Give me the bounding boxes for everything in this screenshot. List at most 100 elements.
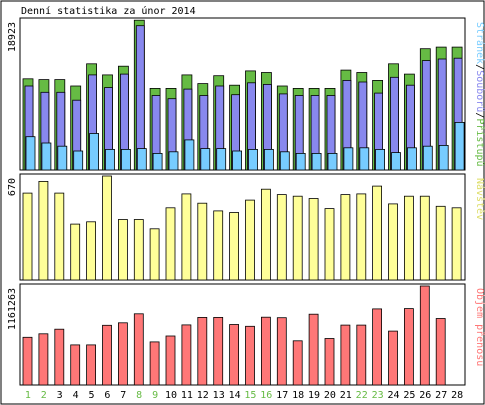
bar-pages [136, 148, 147, 171]
bar-volume [229, 324, 240, 386]
x-tick-label: 27 [435, 390, 447, 401]
bar-volume [356, 324, 367, 386]
bar-volume [292, 340, 303, 386]
bar-volume [165, 335, 176, 386]
bar-pages [168, 151, 179, 171]
bar-visits [165, 207, 176, 281]
legend-entry: Objem přenosu [474, 288, 485, 366]
bar-pages [184, 139, 195, 171]
bar-visits [213, 210, 224, 281]
bar-pages [422, 145, 433, 171]
bar-pages [375, 148, 386, 171]
panel-traffic: 18923 Stránek/Souborů/Přístupů [7, 17, 485, 171]
bar-visits [308, 198, 319, 281]
bar-volume [102, 324, 112, 386]
panel-max-label: 1161263 [7, 288, 18, 330]
x-tick-label: 15 [244, 390, 256, 401]
bar-visits [54, 192, 65, 281]
legend-entry: Stránek [474, 22, 485, 64]
bar-pages [200, 148, 211, 171]
x-tick-label: 22 [356, 390, 368, 401]
bar-pages [121, 148, 131, 171]
bar-pages [295, 152, 306, 171]
bar-visits [102, 175, 112, 281]
bar-pages [25, 136, 36, 171]
bar-visits [435, 205, 446, 281]
x-tick-label: 17 [276, 390, 288, 401]
x-tick-label: 7 [120, 390, 126, 401]
bar-volume [435, 318, 446, 386]
x-tick-label: 18 [292, 390, 304, 401]
bar-volume [403, 308, 414, 386]
bar-visits [419, 195, 430, 281]
bar-visits [149, 228, 160, 281]
bar-volume [86, 344, 96, 386]
panel-legend: Návštěv [474, 178, 485, 220]
bar-pages [391, 152, 401, 171]
legend-entry: Přístupů [474, 118, 485, 166]
bar-volume [324, 338, 335, 386]
x-tick-label: 26 [419, 390, 431, 401]
bar-volume [118, 322, 128, 386]
bar-pages [216, 148, 227, 171]
bar-pages [152, 152, 163, 171]
bar-volume [340, 324, 351, 386]
bar-visits [22, 192, 33, 281]
bar-volume [181, 324, 192, 386]
bar-pages [263, 148, 274, 171]
x-tick-label: 5 [88, 390, 94, 401]
bar-pages [248, 148, 258, 171]
x-tick-label: 1 [25, 390, 31, 401]
chart-title: Denní statistika za únor 2014 [21, 5, 196, 17]
bar-visits [229, 212, 240, 281]
x-tick-label: 19 [308, 390, 320, 401]
x-tick-label: 12 [197, 390, 209, 401]
bar-visits [451, 207, 462, 281]
bar-volume [70, 344, 81, 386]
bar-visits [118, 219, 128, 281]
legend-separator: / [474, 64, 485, 70]
bar-visits [292, 195, 303, 281]
legend-separator: / [474, 112, 485, 118]
x-tick-label: 10 [165, 390, 177, 401]
x-tick-label: 8 [136, 390, 142, 401]
bar-volume [276, 317, 287, 386]
bar-visits [276, 194, 287, 281]
legend-entry: Návštěv [474, 178, 485, 220]
bar-volume [213, 316, 224, 386]
bar-visits [245, 199, 255, 281]
bar-volume [22, 336, 33, 386]
x-tick-label: 21 [340, 390, 352, 401]
panel-legend: Objem přenosu [474, 288, 485, 366]
bar-pages [73, 150, 84, 171]
bar-volume [260, 316, 271, 386]
x-tick-label: 14 [229, 390, 241, 401]
bar-visits [356, 193, 367, 281]
bar-visits [372, 185, 383, 281]
x-tick-label: 25 [403, 390, 415, 401]
x-tick-label: 23 [372, 390, 384, 401]
x-tick-label: 28 [451, 390, 463, 401]
bar-pages [89, 133, 99, 171]
x-tick-label: 4 [73, 390, 79, 401]
bar-volume [149, 341, 160, 386]
bar-pages [311, 152, 322, 171]
legend-entry: Souborů [474, 70, 485, 112]
bar-visits [340, 194, 351, 281]
panel-max-label: 18923 [7, 22, 18, 52]
bar-visits [133, 219, 144, 281]
bar-volume [245, 325, 255, 386]
x-tick-label: 16 [260, 390, 272, 401]
bar-visits [70, 223, 81, 281]
x-tick-label: 11 [181, 390, 193, 401]
bar-volume [419, 285, 430, 386]
x-tick-label: 24 [387, 390, 399, 401]
bar-pages [343, 147, 354, 171]
bar-pages [327, 152, 338, 171]
bar-pages [454, 122, 465, 171]
bar-volume [197, 316, 208, 386]
bar-volume [308, 313, 319, 386]
x-tick-label: 6 [104, 390, 110, 401]
x-tick-label: 13 [213, 390, 225, 401]
